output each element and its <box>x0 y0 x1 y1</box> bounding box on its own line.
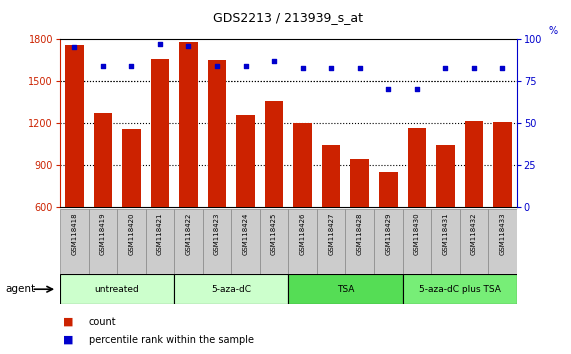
Text: agent: agent <box>6 284 36 294</box>
Point <box>241 63 250 69</box>
Point <box>441 65 450 70</box>
Bar <box>293 123 312 291</box>
Text: GSM118423: GSM118423 <box>214 212 220 255</box>
Bar <box>236 115 255 291</box>
Bar <box>403 209 431 274</box>
Point <box>412 87 421 92</box>
Point <box>469 65 478 70</box>
Bar <box>493 122 512 291</box>
Text: ■: ■ <box>63 335 73 345</box>
Bar <box>179 42 198 291</box>
Bar <box>436 145 455 291</box>
Point <box>98 63 107 69</box>
Bar <box>265 101 283 291</box>
Bar <box>151 58 169 291</box>
Bar <box>345 209 374 274</box>
Point <box>184 43 193 48</box>
Bar <box>379 172 397 291</box>
Point <box>127 63 136 69</box>
Text: GSM118420: GSM118420 <box>128 212 134 255</box>
Text: GSM118418: GSM118418 <box>71 212 77 255</box>
Bar <box>317 209 345 274</box>
Bar <box>65 45 83 291</box>
Text: %: % <box>549 25 558 36</box>
Text: GSM118429: GSM118429 <box>385 212 391 255</box>
Text: GSM118426: GSM118426 <box>300 212 305 255</box>
Point <box>270 58 279 64</box>
Text: GSM118431: GSM118431 <box>443 212 448 255</box>
Text: GSM118419: GSM118419 <box>100 212 106 255</box>
Point <box>212 63 222 69</box>
Text: 5-aza-dC: 5-aza-dC <box>211 285 251 294</box>
Bar <box>351 159 369 291</box>
Bar <box>146 209 174 274</box>
Bar <box>117 209 146 274</box>
Bar <box>431 209 460 274</box>
Point <box>327 65 336 70</box>
Point <box>355 65 364 70</box>
Text: 5-aza-dC plus TSA: 5-aza-dC plus TSA <box>419 285 501 294</box>
Bar <box>288 274 403 304</box>
Bar <box>89 209 117 274</box>
Bar <box>260 209 288 274</box>
Bar <box>488 209 517 274</box>
Text: TSA: TSA <box>337 285 354 294</box>
Text: GSM118433: GSM118433 <box>500 212 505 255</box>
Text: ■: ■ <box>63 317 73 327</box>
Bar <box>94 113 112 291</box>
Point <box>155 41 164 47</box>
Text: untreated: untreated <box>95 285 139 294</box>
Bar <box>122 129 140 291</box>
Text: GSM118428: GSM118428 <box>357 212 363 255</box>
Bar <box>208 60 226 291</box>
Text: GSM118430: GSM118430 <box>414 212 420 255</box>
Point <box>498 65 507 70</box>
Bar <box>60 274 174 304</box>
Text: GSM118421: GSM118421 <box>157 212 163 255</box>
Point <box>298 65 307 70</box>
Bar <box>403 274 517 304</box>
Bar <box>60 209 89 274</box>
Text: GSM118424: GSM118424 <box>243 212 248 255</box>
Bar <box>174 209 203 274</box>
Bar <box>231 209 260 274</box>
Bar <box>203 209 231 274</box>
Text: GDS2213 / 213939_s_at: GDS2213 / 213939_s_at <box>214 11 363 24</box>
Bar <box>465 121 483 291</box>
Text: GSM118427: GSM118427 <box>328 212 334 255</box>
Bar <box>460 209 488 274</box>
Point <box>70 45 79 50</box>
Text: GSM118432: GSM118432 <box>471 212 477 255</box>
Bar <box>408 128 426 291</box>
Text: count: count <box>89 317 116 327</box>
Text: percentile rank within the sample: percentile rank within the sample <box>89 335 254 345</box>
Text: GSM118422: GSM118422 <box>186 212 191 255</box>
Bar <box>322 145 340 291</box>
Bar <box>174 274 288 304</box>
Point <box>384 87 393 92</box>
Bar <box>288 209 317 274</box>
Text: GSM118425: GSM118425 <box>271 212 277 255</box>
Bar <box>374 209 403 274</box>
